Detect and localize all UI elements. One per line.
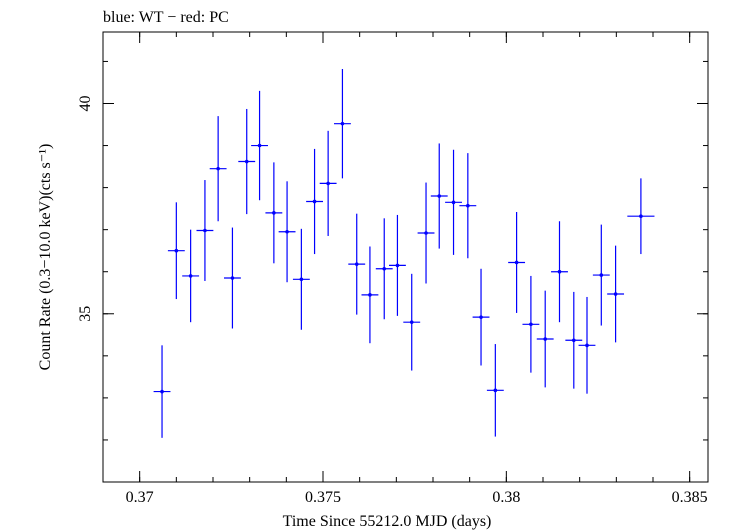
point-marker [354,262,359,266]
data-point [403,273,421,371]
data-point [508,212,526,313]
data-point [607,245,625,343]
data-point [565,291,583,389]
data-point [592,224,610,326]
point-marker [368,293,372,297]
point-marker [312,199,317,204]
point-marker [451,200,456,205]
data-point [306,148,323,255]
data-point [375,218,393,320]
point-marker [160,389,164,394]
point-marker [216,166,220,171]
point-marker [514,260,519,265]
data-point [472,268,490,366]
point-marker [613,292,618,296]
data-point [167,202,185,300]
data-point [334,69,351,179]
point-marker [257,143,262,148]
data-points [153,69,655,438]
data-point [153,345,171,438]
data-point [319,130,337,236]
data-point [209,116,227,222]
y-tick-label: 40 [77,95,94,111]
data-point [578,296,596,394]
data-point [459,153,477,259]
data-point [627,178,655,255]
point-marker [285,229,289,234]
point-marker [557,269,562,274]
data-point [486,344,504,437]
x-tick-label: 0.375 [305,489,341,506]
point-marker [188,274,193,278]
data-point [224,227,241,329]
point-marker [437,194,442,198]
point-marker [326,181,330,186]
data-point [445,149,462,255]
data-point [251,90,268,201]
point-marker [493,388,498,393]
point-marker [395,263,400,268]
point-marker [382,266,387,271]
point-marker [409,320,414,324]
point-marker [599,273,604,277]
data-point [361,246,379,344]
x-tick-label: 0.38 [492,489,520,506]
data-point [417,182,435,284]
plot-frame [102,31,709,483]
point-marker [340,121,345,126]
y-axis-label: Count Rate (0.3−10.0 keV)(cts s⁻¹) [37,144,54,371]
point-marker [466,203,470,208]
point-marker [529,322,533,327]
data-point [196,180,214,281]
data-point [348,213,366,315]
data-point [238,108,256,215]
point-marker [299,277,304,282]
chart-title: blue: WT − red: PC [103,9,229,26]
data-point [551,221,568,323]
data-point [265,162,283,264]
y-tick-label: 35 [77,306,94,322]
x-axis-label: Time Since 55212.0 MJD (days) [283,513,492,530]
data-point [430,143,448,249]
data-point [389,214,406,316]
point-marker [203,228,207,233]
point-marker [230,276,235,280]
data-point [522,275,540,373]
point-marker [639,214,643,219]
point-marker [272,211,276,215]
point-marker [424,231,428,235]
data-point [278,181,296,283]
point-marker [572,338,576,343]
data-point [292,228,310,330]
data-point [182,229,200,323]
point-marker [479,315,483,319]
x-tick-label: 0.37 [126,489,154,506]
point-marker [174,248,179,253]
axis-ticks: 0.37 0.375 0.38 0.385 35 40 [77,32,708,506]
point-marker [244,159,249,164]
point-marker [585,343,589,348]
x-tick-label: 0.385 [672,489,708,506]
data-point [536,290,554,388]
point-marker [543,337,547,341]
